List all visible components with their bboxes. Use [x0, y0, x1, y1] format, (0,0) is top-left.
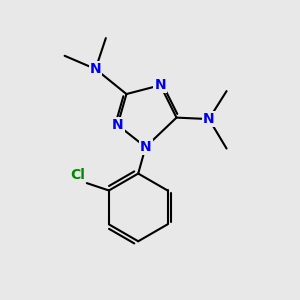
Text: N: N: [203, 112, 215, 126]
Text: N: N: [140, 140, 152, 154]
Text: N: N: [154, 78, 166, 92]
Text: N: N: [112, 118, 123, 132]
Text: N: N: [90, 62, 101, 76]
Text: Cl: Cl: [70, 168, 85, 182]
